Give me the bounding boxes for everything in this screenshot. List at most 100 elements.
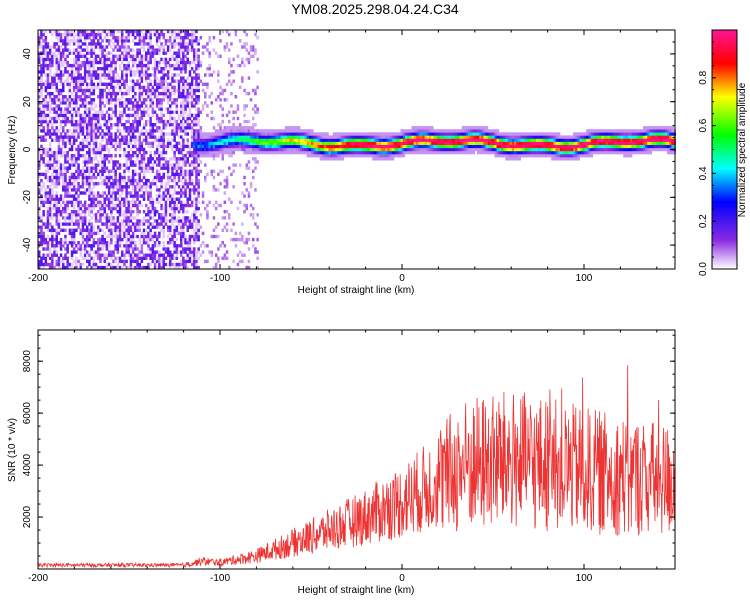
spectrogram-cell — [166, 225, 170, 229]
spectrogram-cell — [125, 191, 128, 195]
spectrogram-cell — [171, 45, 174, 49]
spectrogram-cell — [134, 194, 137, 198]
spectrogram-cell — [193, 216, 196, 220]
spectrogram-cell — [142, 166, 146, 170]
spectrogram-cell — [254, 129, 257, 133]
spectrogram-cell — [77, 172, 80, 177]
spectrogram-cell — [140, 203, 144, 208]
spectrogram-cell — [105, 197, 109, 201]
spectrogram-cell — [173, 36, 176, 40]
spectrogram-cell — [55, 234, 58, 239]
spectrogram-cell — [121, 197, 124, 201]
spectrogram-cell — [94, 45, 98, 49]
spectrogram-cell — [53, 138, 56, 142]
spectrogram-cell — [177, 129, 181, 133]
spectrogram-cell — [129, 88, 133, 93]
spectrogram-cell — [66, 135, 69, 139]
spectrogram-cell — [271, 129, 275, 133]
spectrogram-cell — [177, 150, 181, 155]
spectrogram-cell — [175, 182, 179, 186]
spectrogram-cell — [92, 250, 96, 254]
spectrogram-cell — [103, 256, 106, 260]
spectrogram-cell — [42, 101, 45, 105]
spectrogram-cell — [51, 98, 54, 102]
spectrogram-cell — [243, 132, 246, 136]
spectrogram-cell — [138, 172, 141, 177]
spectrogram-cell — [105, 166, 109, 170]
spectrogram-cell — [44, 67, 48, 71]
spectrogram-cell — [175, 147, 179, 152]
spectrogram-cell — [149, 213, 152, 217]
spectrogram-cell — [228, 73, 231, 77]
spectrogram-cell — [75, 157, 78, 161]
spectrogram-cell — [221, 107, 224, 111]
spectrogram-cell — [94, 85, 98, 90]
spectrogram-cell — [116, 210, 120, 214]
spectrogram-cell — [48, 95, 52, 99]
spectrogram-cell — [46, 147, 50, 152]
spectrogram-cell — [186, 91, 189, 96]
spectrogram-cell — [40, 231, 43, 236]
spectrogram-cell — [199, 213, 203, 217]
spectrogram-cell — [188, 154, 192, 158]
spectrogram-cell — [48, 216, 52, 220]
spectrogram-cell — [79, 191, 82, 195]
spectrogram-cell — [236, 262, 240, 267]
spectrogram-cell — [145, 237, 148, 242]
spectrogram-cell — [72, 98, 76, 102]
spectrogram-cell — [114, 138, 117, 142]
spectrogram-cell — [385, 157, 388, 161]
spectrogram-cell — [62, 256, 65, 260]
spectrogram-cell — [83, 104, 87, 108]
spectrogram-cell — [53, 157, 56, 161]
spectrogram-cell — [193, 32, 196, 37]
spectrogram-cell — [136, 110, 139, 114]
spectrogram-cell — [55, 88, 58, 93]
spectrogram-cell — [243, 138, 246, 142]
spectrogram-cell — [210, 138, 213, 142]
spectrogram-cell — [147, 85, 150, 90]
spectrogram-cell — [182, 169, 185, 173]
spectrogram-cell — [210, 110, 213, 114]
spectrogram-cell — [140, 116, 144, 121]
spectrogram-cell — [112, 250, 115, 254]
spectrogram-cell — [252, 206, 255, 211]
spectrogram-cell — [173, 63, 176, 68]
spectrogram-cell — [348, 147, 351, 152]
spectrogram-cell — [116, 262, 120, 267]
spectrogram-cell — [101, 60, 104, 65]
spectrogram-cell — [131, 178, 135, 183]
spectrogram-cell — [160, 166, 163, 170]
spectrogram-cell — [42, 60, 45, 65]
spectrogram-cell — [149, 253, 152, 257]
spectrogram-cell — [155, 113, 159, 118]
spectrogram-cell — [415, 147, 419, 152]
spectrogram-cell — [79, 247, 82, 251]
spectrogram-cell — [53, 194, 56, 198]
spectrogram-cell — [418, 150, 421, 155]
spectrogram-cell — [38, 253, 41, 257]
spectrogram-cell — [186, 160, 189, 164]
spectrogram-cell — [125, 228, 128, 232]
spectrogram-cell — [175, 203, 179, 208]
spectrogram-cell — [252, 138, 255, 142]
spectrogram-cell — [193, 157, 196, 161]
spectrogram-cell — [121, 29, 124, 34]
spectrogram-cell — [51, 45, 54, 49]
spectrogram-cell — [420, 138, 423, 142]
spectrogram-cell — [38, 150, 41, 155]
spectrogram-cell — [121, 42, 124, 46]
spectrogram-cell — [350, 147, 353, 152]
spectrogram-cell — [90, 91, 93, 96]
spectrogram-cell — [44, 194, 48, 198]
spectrogram-cell — [121, 191, 124, 195]
spectrogram-cell — [149, 54, 152, 58]
spectrogram-cell — [77, 154, 80, 158]
spectrogram-cell — [116, 39, 120, 43]
spectrogram-cell — [171, 213, 174, 217]
spectrogram-cell — [151, 256, 155, 260]
spectrogram-cell — [217, 123, 220, 127]
spectrogram-cell — [55, 32, 58, 37]
spectrogram-cell — [177, 116, 181, 121]
